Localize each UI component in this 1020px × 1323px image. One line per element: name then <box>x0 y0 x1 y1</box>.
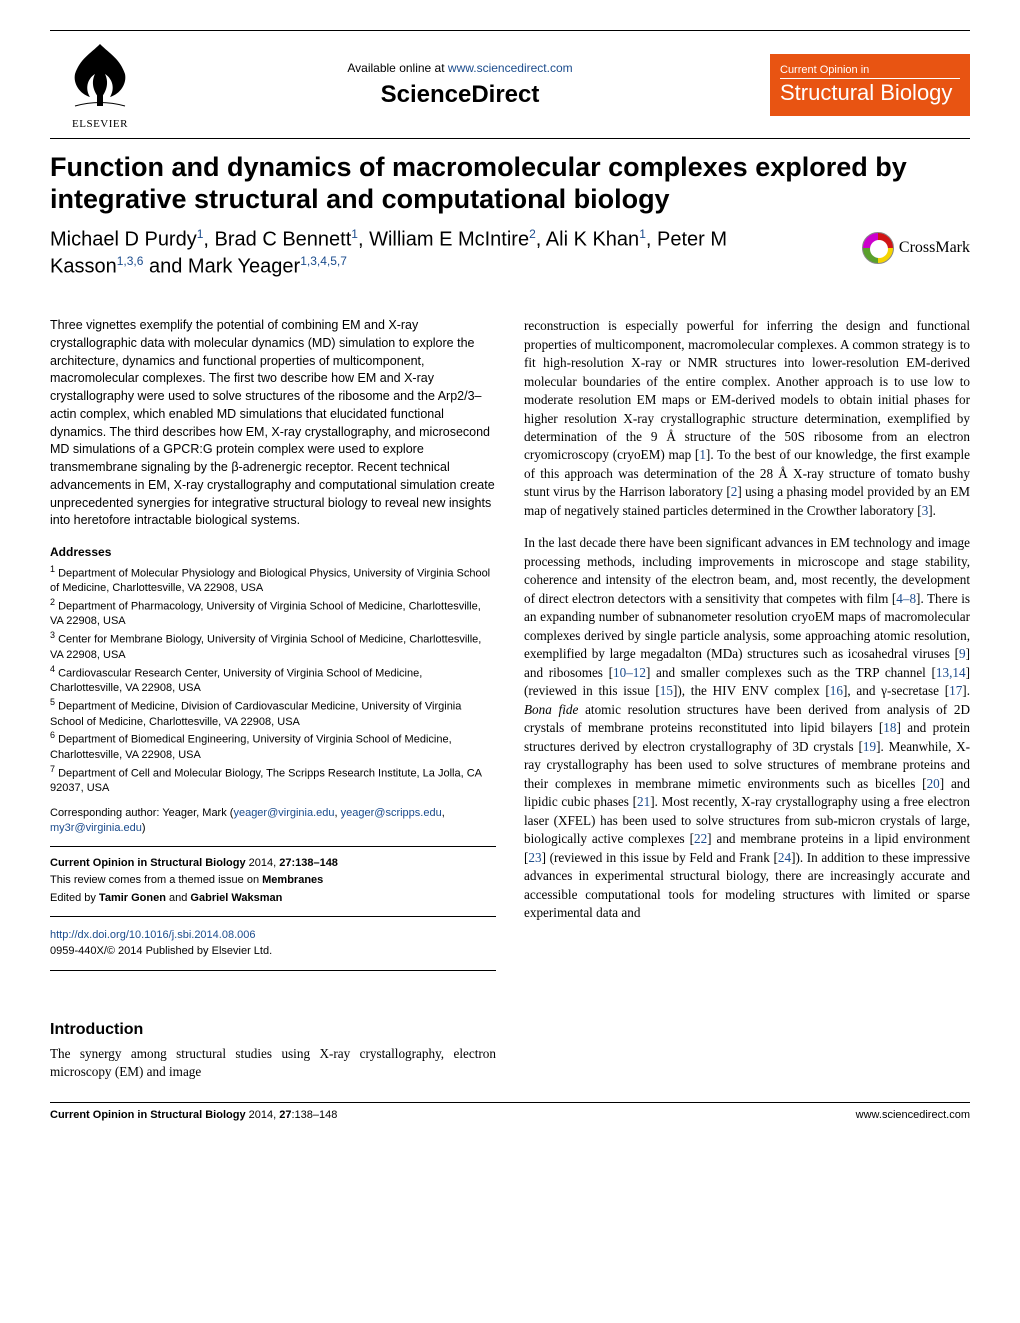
theme-name: Membranes <box>262 874 323 886</box>
addresses-heading: Addresses <box>50 544 496 561</box>
abstract: Three vignettes exemplify the potential … <box>50 317 496 530</box>
volume-pages: 27:138–148 <box>279 857 338 869</box>
doi-block: http://dx.doi.org/10.1016/j.sbi.2014.08.… <box>50 917 496 971</box>
introduction-heading: Introduction <box>50 1019 496 1041</box>
journal-badge: Current Opinion in Structural Biology <box>770 54 970 116</box>
elsevier-logo: ELSEVIER <box>50 39 150 130</box>
body-para-2: In the last decade there have been signi… <box>524 534 970 922</box>
introduction-para-left: The synergy among structural studies usi… <box>50 1045 496 1082</box>
header-center: Available online at www.sciencedirect.co… <box>150 61 770 109</box>
journal-reference: Current Opinion in Structural Biology 20… <box>50 855 496 873</box>
page-footer: Current Opinion in Structural Biology 20… <box>50 1102 970 1121</box>
theme-line: This review comes from a themed issue on… <box>50 872 496 890</box>
footer-right: www.sciencedirect.com <box>856 1109 970 1121</box>
editor-1: Tamir Gonen <box>99 892 166 904</box>
article-info-block: Current Opinion in Structural Biology 20… <box>50 846 496 917</box>
footer-left: Current Opinion in Structural Biology 20… <box>50 1109 337 1121</box>
authors-row: Michael D Purdy1, Brad C Bennett1, Willi… <box>50 226 970 281</box>
available-prefix: Available online at <box>347 61 448 75</box>
doi-link[interactable]: http://dx.doi.org/10.1016/j.sbi.2014.08.… <box>50 929 256 941</box>
journal-name: Current Opinion in Structural Biology <box>50 857 246 869</box>
crossmark-icon <box>862 232 894 264</box>
badge-top-line: Current Opinion in <box>780 64 960 79</box>
crossmark-badge[interactable]: CrossMark <box>862 232 970 264</box>
elsevier-label: ELSEVIER <box>50 118 150 130</box>
theme-prefix: This review comes from a themed issue on <box>50 874 262 886</box>
elsevier-tree-icon <box>65 39 135 109</box>
crossmark-label: CrossMark <box>899 239 970 257</box>
copyright-line: 0959-440X/© 2014 Published by Elsevier L… <box>50 943 496 960</box>
badge-bottom-line: Structural Biology <box>780 81 960 104</box>
edited-prefix: Edited by <box>50 892 99 904</box>
left-column: Three vignettes exemplify the potential … <box>50 317 496 1081</box>
editors-line: Edited by Tamir Gonen and Gabriel Waksma… <box>50 890 496 908</box>
content-columns: Three vignettes exemplify the potential … <box>50 317 970 1081</box>
author-list: Michael D Purdy1, Brad C Bennett1, Willi… <box>50 226 810 281</box>
body-para-1: reconstruction is especially powerful fo… <box>524 317 970 520</box>
sciencedirect-url[interactable]: www.sciencedirect.com <box>448 61 573 75</box>
available-online-text: Available online at www.sciencedirect.co… <box>150 61 770 75</box>
right-column: reconstruction is especially powerful fo… <box>524 317 970 1081</box>
footer-journal: Current Opinion in Structural Biology <box>50 1109 246 1121</box>
article-title: Function and dynamics of macromolecular … <box>50 151 970 216</box>
editor-2: Gabriel Waksman <box>190 892 282 904</box>
corresponding-author: Corresponding author: Yeager, Mark (yeag… <box>50 806 496 836</box>
page-header: ELSEVIER Available online at www.science… <box>50 30 970 130</box>
addresses-list: 1 Department of Molecular Physiology and… <box>50 563 496 796</box>
header-divider <box>50 138 970 139</box>
sciencedirect-logo: ScienceDirect <box>150 81 770 109</box>
journal-year: 2014, <box>246 857 280 869</box>
